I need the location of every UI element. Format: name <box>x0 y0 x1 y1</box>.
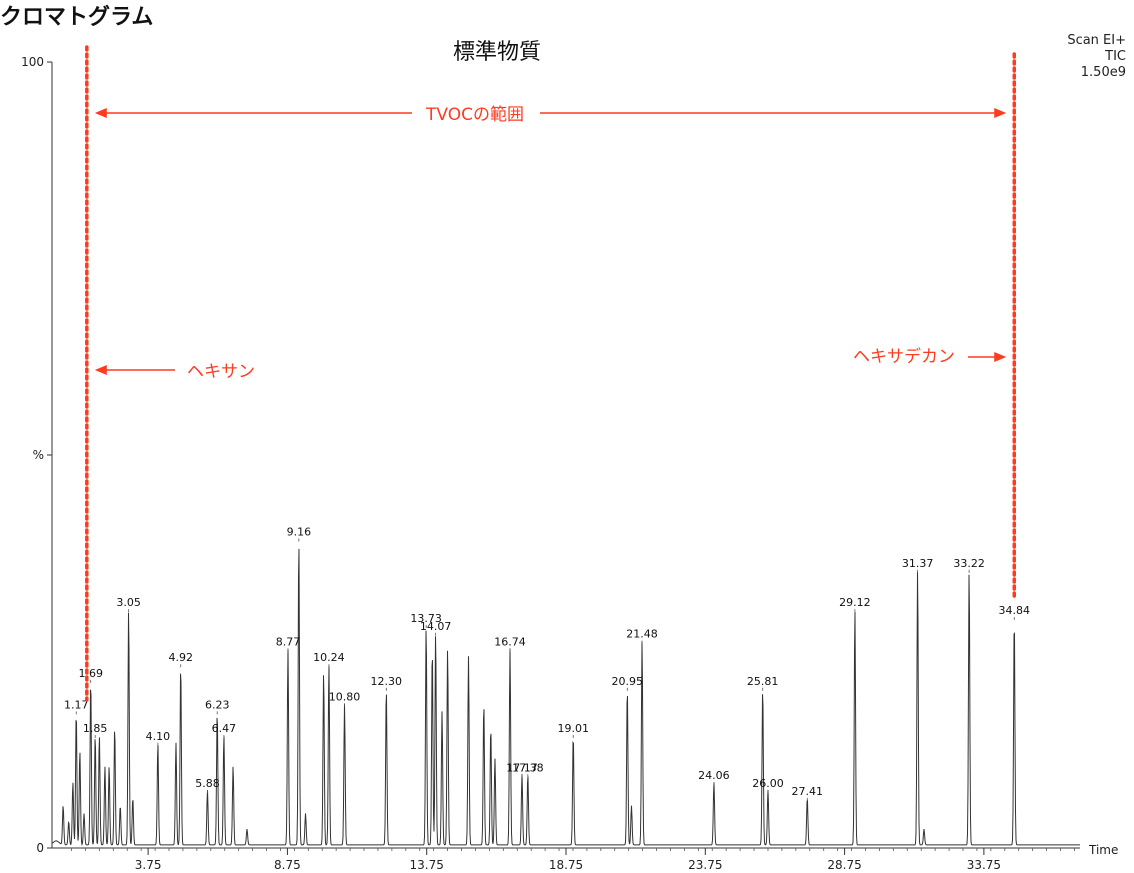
scan-info-line-3: 1.50e9 <box>1081 65 1126 80</box>
tvoc-arrow-right-head <box>994 108 1007 118</box>
peak-label: 4.10 <box>146 730 171 743</box>
peak-label: 8.77 <box>276 636 301 649</box>
peak-label: 19.01 <box>557 722 589 735</box>
y-tick-label: % <box>33 448 44 462</box>
x-tick-label: 8.75 <box>274 858 301 872</box>
hexane-arrow-head <box>94 365 107 375</box>
x-tick-label: 18.75 <box>549 858 583 872</box>
peak-label: 25.81 <box>747 675 779 688</box>
x-tick-label: 3.75 <box>135 858 162 872</box>
peak-label: 4.92 <box>168 651 193 664</box>
y-tick-label: 0 <box>36 841 44 855</box>
peak-label: 1.85 <box>83 722 108 735</box>
peak-label: 1.69 <box>78 667 103 680</box>
x-tick-label: 23.75 <box>688 858 722 872</box>
peak-label: 9.16 <box>287 525 312 538</box>
peak-label: 6.47 <box>212 722 237 735</box>
peak-labels: 1.17 1.69 1.85 3.05 4.10 4.92 5.88 6.23 6.47 8.77… <box>64 525 1031 801</box>
hexadecane-arrow-head <box>994 352 1007 362</box>
peak-label: 17.38 <box>512 761 544 774</box>
hexane-label: ヘキサン <box>187 362 255 382</box>
peak-label: 12.30 <box>371 675 403 688</box>
x-tick-label: 28.75 <box>827 858 861 872</box>
peak-label: 5.88 <box>195 777 220 790</box>
peak-label: 6.23 <box>205 698 230 711</box>
axes: 0% 100 3.75 8.75 13.75 18.75 23.75 28.75 33.75 Ti… <box>21 55 1118 872</box>
scan-info-line-2: TIC <box>1104 49 1126 64</box>
peak-label: 21.48 <box>626 628 658 641</box>
peak-label: 10.24 <box>313 651 345 664</box>
peak-label: 1.17 <box>64 698 89 711</box>
peak-label: 24.06 <box>698 769 730 782</box>
y-tick-label: 100 <box>21 55 44 69</box>
trace <box>51 548 1080 847</box>
peak-label: 31.37 <box>902 557 934 570</box>
peak-label: 33.22 <box>953 557 985 570</box>
peak-label: 27.41 <box>792 785 824 798</box>
x-axis-label: Time <box>1088 843 1118 857</box>
x-tick-label: 13.75 <box>410 858 444 872</box>
peak-label: 17.17 <box>506 761 538 774</box>
page-title: クロマトグラム <box>0 4 153 30</box>
peak-label: 14.07 <box>420 620 452 633</box>
peak-label: 16.74 <box>494 636 526 649</box>
scan-info-line-1: Scan EI+ <box>1067 33 1126 48</box>
hexadecane-label: ヘキサデカン <box>853 346 955 367</box>
peak-label: 29.12 <box>839 596 871 609</box>
peak-label: 3.05 <box>116 596 141 609</box>
x-tick-label: 33.75 <box>967 858 1001 872</box>
tvoc-arrow-left-head <box>94 108 107 118</box>
chart-title: 標準物質 <box>453 40 541 65</box>
tvoc-range-label: TVOCの範囲 <box>425 105 524 125</box>
peak-label: 34.84 <box>999 604 1031 617</box>
tic-trace <box>51 548 1080 847</box>
peak-label: 10.80 <box>329 691 361 704</box>
peak-label: 13.73 <box>410 612 442 625</box>
peak-label: 26.00 <box>752 777 784 790</box>
peak-label: 20.95 <box>612 675 644 688</box>
